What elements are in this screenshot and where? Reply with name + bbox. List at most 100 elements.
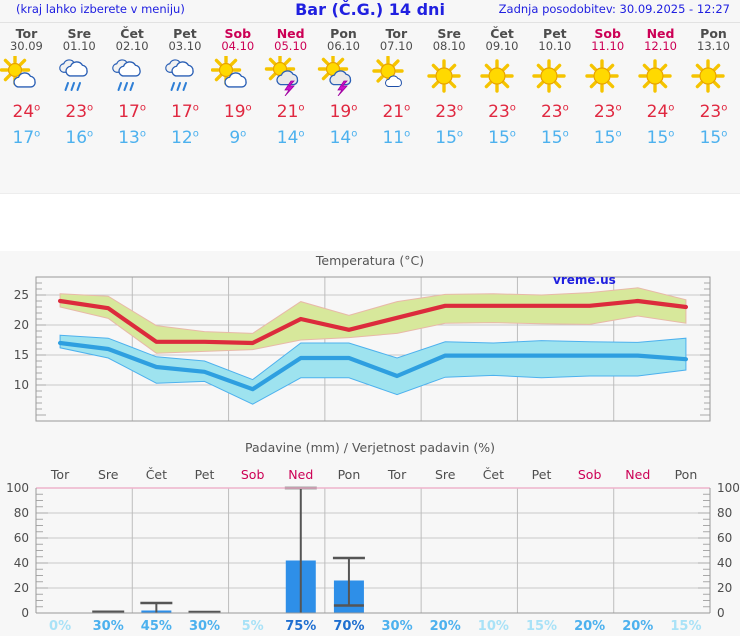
min-temp-cell: 15o bbox=[528, 125, 581, 155]
svg-text:45%: 45% bbox=[141, 619, 172, 634]
weather-icon-cell bbox=[634, 53, 687, 99]
page-title: Bar (Č.G.) 14 dni bbox=[295, 0, 445, 19]
weather-icon-cell bbox=[0, 53, 53, 99]
sun-icon bbox=[581, 56, 634, 96]
weather-icon-row bbox=[0, 53, 740, 99]
min-temp-cell: 13o bbox=[106, 125, 159, 155]
svg-text:Tor: Tor bbox=[387, 467, 407, 482]
day-header-cell: Sob 04.10 bbox=[211, 23, 264, 53]
max-temp-cell: 23o bbox=[476, 99, 529, 125]
svg-text:10%: 10% bbox=[478, 619, 509, 634]
min-temp-value: 15o bbox=[540, 128, 569, 148]
day-date: 10.10 bbox=[538, 39, 572, 53]
max-temp-value: 17o bbox=[118, 102, 146, 122]
day-header-cell: Ned 12.10 bbox=[634, 23, 687, 53]
svg-text:Tor: Tor bbox=[50, 467, 70, 482]
svg-text:20%: 20% bbox=[430, 619, 461, 634]
svg-text:Ned: Ned bbox=[625, 467, 650, 482]
min-temp-cell: 15o bbox=[423, 125, 476, 155]
max-temp-cell: 17o bbox=[106, 99, 159, 125]
day-date: 02.10 bbox=[115, 39, 149, 53]
weather-icon-cell bbox=[53, 53, 106, 99]
min-temp-cell: 16o bbox=[53, 125, 106, 155]
day-header-row: Tor 30.09 Sre 01.10 Čet 02.10 Pet 03.10 … bbox=[0, 23, 740, 53]
max-temp-value: 24o bbox=[646, 102, 675, 122]
svg-text:70%: 70% bbox=[333, 619, 364, 634]
svg-text:Pon: Pon bbox=[675, 467, 698, 482]
day-name: Sob bbox=[594, 26, 621, 41]
min-temp-value: 14o bbox=[276, 128, 305, 148]
min-temp-cell: 15o bbox=[476, 125, 529, 155]
svg-text:Sob: Sob bbox=[578, 467, 602, 482]
max-temp-cell: 17o bbox=[159, 99, 212, 125]
weather-icon-cell bbox=[159, 53, 212, 99]
sun-icon bbox=[687, 56, 740, 96]
min-temp-value: 15o bbox=[699, 128, 728, 148]
max-temp-value: 19o bbox=[223, 102, 252, 122]
svg-text:20: 20 bbox=[14, 581, 29, 595]
day-header-cell: Čet 02.10 bbox=[106, 23, 159, 53]
last-updated: Zadnja posodobitev: 30.09.2025 - 12:27 bbox=[498, 2, 730, 16]
min-temp-cell: 15o bbox=[687, 125, 740, 155]
min-temp-value: 9o bbox=[229, 128, 247, 148]
svg-text:30%: 30% bbox=[382, 619, 413, 634]
max-temp-cell: 23o bbox=[423, 99, 476, 125]
max-temp-value: 23o bbox=[593, 102, 622, 122]
day-header-cell: Pet 10.10 bbox=[528, 23, 581, 53]
cloud-rain-icon bbox=[53, 56, 106, 96]
watermark: vreme.us bbox=[553, 273, 616, 287]
min-temp-cell: 15o bbox=[634, 125, 687, 155]
sun-small-cloud-icon bbox=[370, 56, 423, 96]
svg-text:Čet: Čet bbox=[146, 467, 167, 482]
min-temp-cell: 14o bbox=[317, 125, 370, 155]
day-date: 07.10 bbox=[379, 39, 413, 53]
svg-text:25: 25 bbox=[14, 288, 29, 302]
svg-text:20: 20 bbox=[717, 581, 732, 595]
min-temp-cell: 14o bbox=[264, 125, 317, 155]
min-temp-value: 14o bbox=[329, 128, 358, 148]
svg-text:15%: 15% bbox=[526, 619, 557, 634]
max-temp-cell: 23o bbox=[687, 99, 740, 125]
cloud-rain-icon bbox=[106, 56, 159, 96]
svg-text:Čet: Čet bbox=[483, 467, 504, 482]
min-temp-value: 15o bbox=[488, 128, 516, 148]
svg-text:60: 60 bbox=[14, 531, 29, 545]
svg-text:Pon: Pon bbox=[338, 467, 361, 482]
day-date: 03.10 bbox=[168, 39, 202, 53]
day-header-cell: Pon 13.10 bbox=[687, 23, 740, 53]
svg-text:40: 40 bbox=[717, 556, 732, 570]
svg-text:60: 60 bbox=[717, 531, 732, 545]
temperature-plot: 10 15 20 25 bbox=[14, 276, 711, 422]
svg-text:0: 0 bbox=[21, 606, 29, 620]
max-temp-value: 21o bbox=[276, 102, 305, 122]
svg-text:Sre: Sre bbox=[435, 467, 456, 482]
sun-cloud-icon bbox=[0, 56, 53, 96]
max-temp-value: 23o bbox=[488, 102, 516, 122]
max-temp-cell: 23o bbox=[53, 99, 106, 125]
svg-text:30%: 30% bbox=[189, 619, 220, 634]
weather-icon-cell bbox=[476, 53, 529, 99]
min-temp-value: 16o bbox=[65, 128, 94, 148]
max-temp-value: 17o bbox=[171, 102, 199, 122]
day-header-cell: Sob 11.10 bbox=[581, 23, 634, 53]
min-temp-row: 17o 16o 13o 12o 9o 14o 14o 11o 15o 15o 1… bbox=[0, 125, 740, 155]
day-date: 04.10 bbox=[221, 39, 255, 53]
menu-hint: (kraj lahko izberete v meniju) bbox=[16, 2, 185, 16]
day-header-cell: Sre 01.10 bbox=[53, 23, 106, 53]
day-name: Sre bbox=[437, 26, 461, 41]
svg-text:20: 20 bbox=[14, 318, 29, 332]
section-gap bbox=[0, 193, 740, 251]
max-temp-cell: 24o bbox=[0, 99, 53, 125]
weather-icon-cell bbox=[264, 53, 317, 99]
weather-icon-cell bbox=[370, 53, 423, 99]
min-temp-cell: 17o bbox=[0, 125, 53, 155]
svg-text:20%: 20% bbox=[574, 619, 605, 634]
max-temp-cell: 19o bbox=[211, 99, 264, 125]
cloud-rain-icon bbox=[159, 56, 212, 96]
day-header-cell: Ned 05.10 bbox=[264, 23, 317, 53]
precipitation-plot: Tor Sre Čet Pet Sob Ned Pon Tor Sre Čet Pet Sob Ned P… bbox=[6, 467, 740, 634]
min-temp-value: 13o bbox=[118, 128, 146, 148]
day-header-cell: Pet 03.10 bbox=[159, 23, 212, 53]
weather-icon-cell bbox=[528, 53, 581, 99]
day-date: 09.10 bbox=[485, 39, 519, 53]
